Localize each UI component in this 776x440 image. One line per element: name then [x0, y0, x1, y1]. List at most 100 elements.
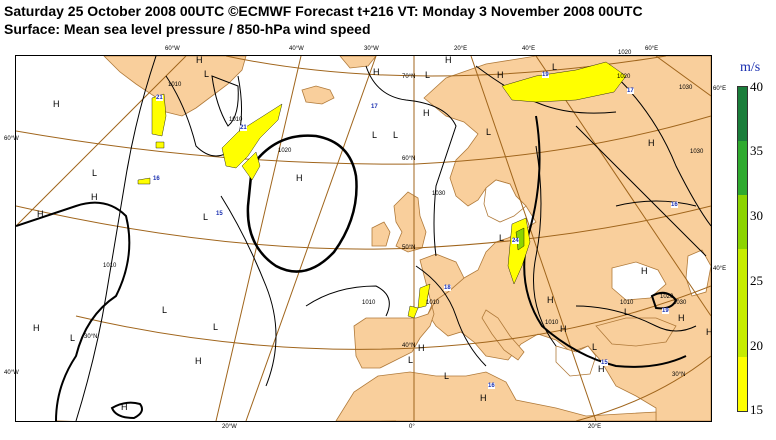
meridian-30w [245, 56, 377, 421]
isobar-label: 1010 [620, 300, 634, 306]
wind-max-label: 17 [627, 88, 634, 94]
low-pressure-centre: L [372, 130, 378, 140]
wind-max-label: 21 [156, 95, 163, 101]
isobar [165, 75, 243, 157]
legend-tick-label: 30 [750, 208, 763, 223]
isobar-label: 1010 [545, 320, 559, 326]
land-north-africa [335, 371, 657, 421]
low-pressure-centre: L [162, 305, 168, 315]
legend-tick-label: 20 [750, 338, 763, 353]
land-italy [481, 309, 525, 361]
graticule-label: 70°N [402, 74, 416, 80]
isobar-label: 1010 [426, 300, 440, 306]
isobar [533, 145, 557, 347]
meridian-60w [16, 56, 187, 227]
meridian-20e [470, 56, 597, 421]
legend-segment [738, 87, 747, 141]
wind-max-label: 15 [601, 360, 608, 366]
wind-area [155, 141, 165, 149]
graticule-label: 40°W [289, 46, 304, 52]
isobar [415, 265, 487, 367]
isobar [365, 65, 457, 257]
wind-max-label: 16 [153, 176, 160, 182]
low-pressure-centre: L [425, 70, 431, 80]
isobar [475, 65, 617, 114]
high-pressure-centre: H [706, 327, 713, 337]
wind-max-label: 17 [371, 104, 378, 110]
high-pressure-centre: H [121, 402, 128, 412]
isobar-bold [246, 134, 358, 273]
graticule-label: 0° [409, 424, 415, 430]
land-great-britain [393, 191, 427, 253]
meridian-60e [655, 56, 711, 97]
isobar-bold [523, 115, 687, 368]
high-pressure-centre: H [37, 209, 44, 219]
high-pressure-centre: H [195, 356, 202, 366]
graticule-label: 40°E [713, 266, 727, 272]
wind-layer [137, 61, 627, 319]
wind-max-label: 19 [542, 72, 549, 78]
graticule-label: 40°W [4, 370, 19, 376]
wind-max-label: 21 [240, 125, 247, 131]
land-turkey [595, 317, 677, 347]
graticule-label: 60°E [713, 86, 727, 92]
low-pressure-centre: L [204, 69, 210, 79]
isobar-label: 1030 [673, 300, 687, 306]
wind-max-label: 24 [512, 238, 519, 244]
wind-max-label: 16 [488, 383, 495, 389]
parallel-60n [16, 115, 711, 165]
graticule-label: 50°N [402, 245, 416, 251]
isobar [220, 195, 277, 387]
low-pressure-centre: L [444, 371, 450, 381]
isobar [575, 305, 697, 332]
isobar-bold [16, 201, 131, 421]
graticule-label: 40°N [402, 343, 416, 349]
graticule-label: 60°E [645, 46, 659, 52]
isobar [75, 56, 157, 421]
isobar-label: 1010 [168, 82, 182, 88]
isobar-label: 1030 [432, 191, 446, 197]
wind-area [407, 305, 419, 319]
legend-segment [738, 303, 747, 357]
parallel-40n [75, 285, 711, 350]
isobar-label: 1010 [362, 300, 376, 306]
low-pressure-centre: L [486, 127, 492, 137]
high-pressure-centre: H [641, 266, 648, 276]
wind-area [151, 93, 167, 137]
wind-max-label: 19 [662, 308, 669, 314]
isobar-label: 1020 [660, 294, 674, 300]
isobar [305, 285, 390, 317]
high-pressure-centre: H [373, 67, 380, 77]
land-greenland [103, 56, 247, 117]
map-frame [15, 55, 712, 422]
chart-title: Saturday 25 October 2008 00UTC ©ECMWF Fo… [4, 3, 643, 19]
graticule-layer [16, 56, 711, 421]
legend-segment [738, 357, 747, 411]
isobar-layer [16, 56, 711, 421]
water-baltic [483, 179, 527, 223]
high-pressure-centre: H [598, 364, 605, 374]
isobar-label: 1030 [690, 149, 704, 155]
low-pressure-centre: L [499, 233, 505, 243]
high-pressure-centre: H [296, 173, 303, 183]
legend-tick-label: 40 [750, 79, 763, 94]
low-pressure-centre: L [70, 333, 76, 343]
isobar [615, 75, 711, 227]
graticule-label: 30°N [672, 372, 686, 378]
land-arctic-isles [339, 56, 377, 69]
legend-segment [738, 141, 747, 195]
low-pressure-centre: L [624, 307, 630, 317]
legend-colorbar [737, 86, 748, 412]
wind-area [137, 177, 151, 185]
land-ireland [371, 221, 391, 247]
wind-max-label: 15 [216, 211, 223, 217]
land-west-europe [353, 253, 465, 369]
low-pressure-centre: L [213, 322, 219, 332]
isobar-bold [650, 291, 678, 310]
low-pressure-centre: L [592, 342, 598, 352]
high-pressure-centre: H [418, 343, 425, 353]
land-iceland [301, 85, 335, 105]
wind-max-label: 16 [671, 202, 678, 208]
isobar-label: 1020 [278, 148, 292, 154]
high-pressure-centre: H [196, 55, 203, 65]
